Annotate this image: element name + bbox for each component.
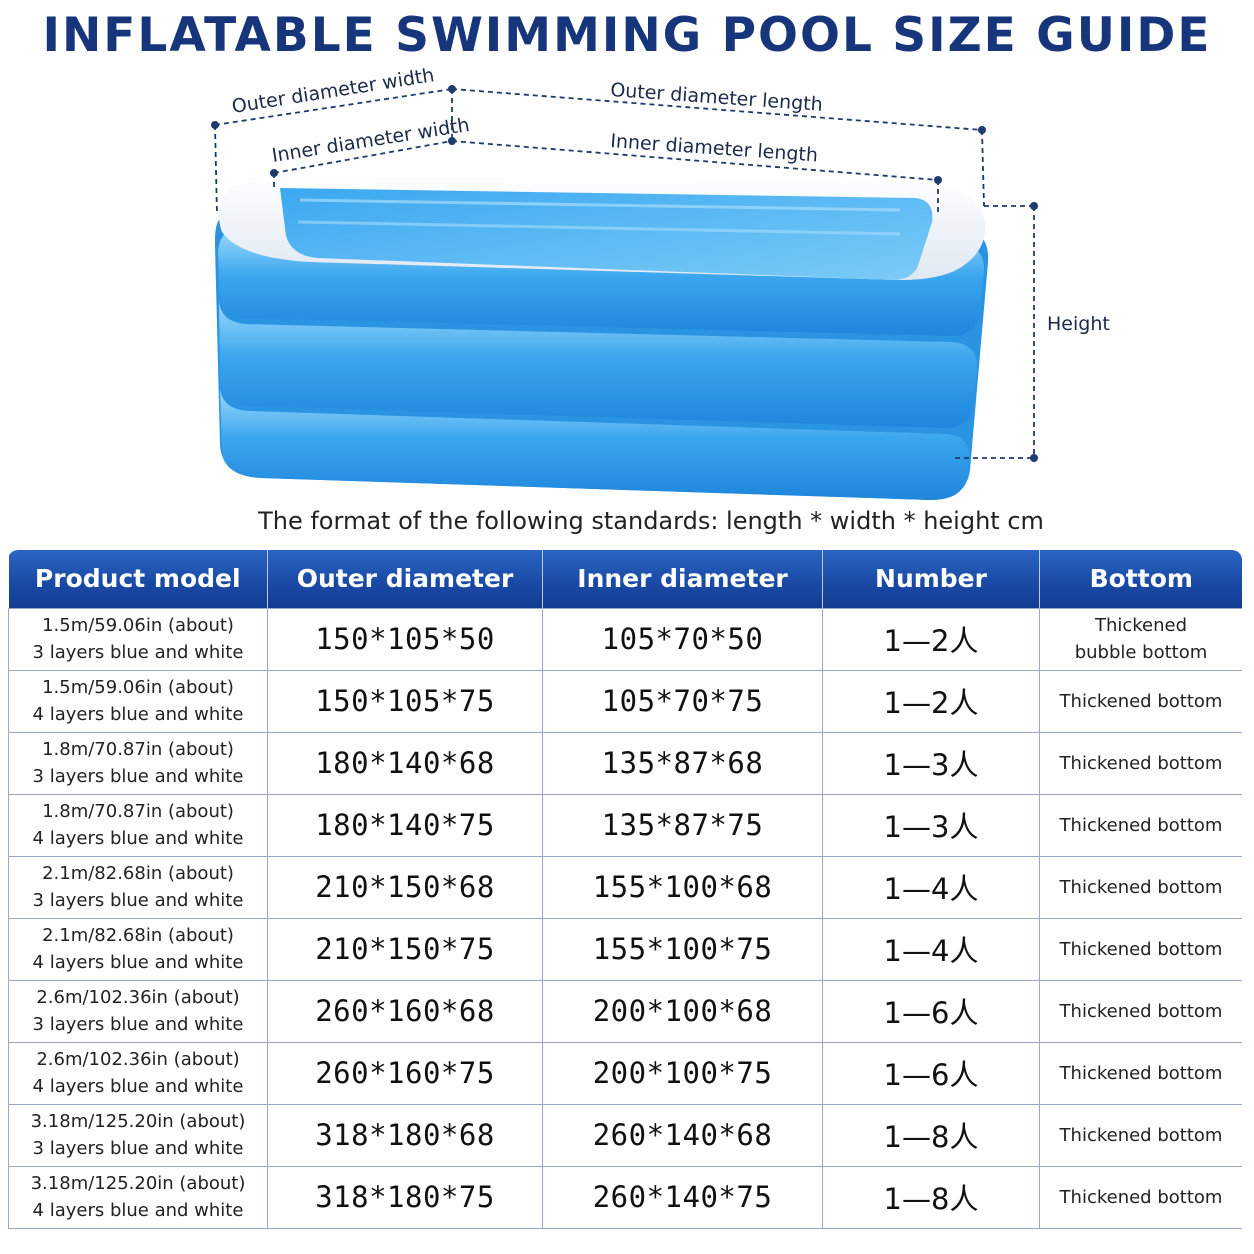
table-row: 2.1m/82.68in (about) 3 layers blue and wh… <box>8 855 1242 919</box>
bottom-cell: Thickened bottom <box>1039 669 1242 733</box>
inner-diameter-cell: 155*100*75 <box>542 917 823 981</box>
outer-diameter-cell: 180*140*68 <box>267 731 543 795</box>
table-row: 3.18m/125.20in (about) 4 layers blue and … <box>8 1165 1242 1229</box>
table-header-row: Product model Outer diameter Inner diame… <box>8 550 1242 608</box>
dimension-points <box>211 85 1038 462</box>
number-cell: 1—6人 <box>822 1041 1040 1105</box>
number-cell: 1—8人 <box>822 1103 1040 1167</box>
number-cell: 1—4人 <box>822 917 1040 981</box>
pool-body <box>214 175 989 500</box>
header-number: Number <box>822 550 1040 608</box>
outer-diameter-cell: 180*140*75 <box>267 793 543 857</box>
page-title: INFLATABLE SWIMMING POOL SIZE GUIDE <box>42 8 1212 63</box>
number-cell: 1—8人 <box>822 1165 1040 1229</box>
product-model-cell: 1.8m/70.87in (about) 3 layers blue and wh… <box>8 731 268 795</box>
inner-diameter-cell: 260*140*75 <box>542 1165 823 1229</box>
inner-width-label: Inner diameter width <box>270 114 471 167</box>
bottom-cell: Thickened bubble bottom <box>1039 607 1242 671</box>
size-table: Product model Outer diameter Inner diame… <box>8 550 1242 1229</box>
bottom-cell: Thickened bottom <box>1039 1103 1242 1167</box>
number-cell: 1—2人 <box>822 607 1040 671</box>
product-model-cell: 2.1m/82.68in (about) 4 layers blue and wh… <box>8 917 268 981</box>
bottom-cell: Thickened bottom <box>1039 1041 1242 1105</box>
inner-diameter-cell: 135*87*68 <box>542 731 823 795</box>
outer-width-label: Outer diameter width <box>230 64 435 118</box>
table-row: 3.18m/125.20in (about) 3 layers blue and … <box>8 1103 1242 1167</box>
number-cell: 1—4人 <box>822 855 1040 919</box>
product-model-cell: 1.5m/59.06in (about) 3 layers blue and wh… <box>8 607 268 671</box>
bottom-cell: Thickened bottom <box>1039 979 1242 1043</box>
outer-diameter-cell: 150*105*75 <box>267 669 543 733</box>
dimension-lines <box>214 88 1035 459</box>
inner-diameter-cell: 200*100*75 <box>542 1041 823 1105</box>
number-cell: 1—2人 <box>822 669 1040 733</box>
header-product-model: Product model <box>8 550 268 608</box>
height-label: Height <box>1047 313 1110 335</box>
product-model-cell: 3.18m/125.20in (about) 4 layers blue and … <box>8 1165 268 1229</box>
outer-diameter-cell: 260*160*75 <box>267 1041 543 1105</box>
table-row: 1.5m/59.06in (about) 3 layers blue and wh… <box>8 607 1242 671</box>
table-row: 1.8m/70.87in (about) 4 layers blue and wh… <box>8 793 1242 857</box>
outer-diameter-cell: 150*105*50 <box>267 607 543 671</box>
inner-diameter-cell: 200*100*68 <box>542 979 823 1043</box>
product-model-cell: 1.5m/59.06in (about) 4 layers blue and wh… <box>8 669 268 733</box>
number-cell: 1—6人 <box>822 979 1040 1043</box>
table-row: 2.6m/102.36in (about) 4 layers blue and w… <box>8 1041 1242 1105</box>
header-outer-diameter: Outer diameter <box>267 550 543 608</box>
outer-diameter-cell: 318*180*68 <box>267 1103 543 1167</box>
product-model-cell: 1.8m/70.87in (about) 4 layers blue and wh… <box>8 793 268 857</box>
inner-diameter-cell: 135*87*75 <box>542 793 823 857</box>
bottom-cell: Thickened bottom <box>1039 917 1242 981</box>
outer-diameter-cell: 260*160*68 <box>267 979 543 1043</box>
table-row: 1.8m/70.87in (about) 3 layers blue and wh… <box>8 731 1242 795</box>
bottom-cell: Thickened bottom <box>1039 793 1242 857</box>
product-model-cell: 3.18m/125.20in (about) 3 layers blue and … <box>8 1103 268 1167</box>
header-bottom: Bottom <box>1039 550 1242 608</box>
header-inner-diameter: Inner diameter <box>542 550 823 608</box>
pool-diagram: Outer diameter width Outer diameter leng… <box>211 64 1110 500</box>
number-cell: 1—3人 <box>822 793 1040 857</box>
number-cell: 1—3人 <box>822 731 1040 795</box>
outer-diameter-cell: 210*150*75 <box>267 917 543 981</box>
bottom-cell: Thickened bottom <box>1039 855 1242 919</box>
outer-diameter-cell: 318*180*75 <box>267 1165 543 1229</box>
table-row: 2.1m/82.68in (about) 4 layers blue and wh… <box>8 917 1242 981</box>
table-row: 2.6m/102.36in (about) 3 layers blue and w… <box>8 979 1242 1043</box>
bottom-cell: Thickened bottom <box>1039 1165 1242 1229</box>
inner-diameter-cell: 105*70*75 <box>542 669 823 733</box>
product-model-cell: 2.6m/102.36in (about) 4 layers blue and w… <box>8 1041 268 1105</box>
inner-length-label: Inner diameter length <box>610 130 819 166</box>
table-row: 1.5m/59.06in (about) 4 layers blue and wh… <box>8 669 1242 733</box>
table-body: 1.5m/59.06in (about) 3 layers blue and wh… <box>8 607 1242 1229</box>
product-model-cell: 2.6m/102.36in (about) 3 layers blue and w… <box>8 979 268 1043</box>
outer-diameter-cell: 210*150*68 <box>267 855 543 919</box>
format-note: The format of the following standards: l… <box>258 507 1044 535</box>
inner-diameter-cell: 260*140*68 <box>542 1103 823 1167</box>
product-model-cell: 2.1m/82.68in (about) 3 layers blue and wh… <box>8 855 268 919</box>
inner-diameter-cell: 105*70*50 <box>542 607 823 671</box>
bottom-cell: Thickened bottom <box>1039 731 1242 795</box>
inner-diameter-cell: 155*100*68 <box>542 855 823 919</box>
